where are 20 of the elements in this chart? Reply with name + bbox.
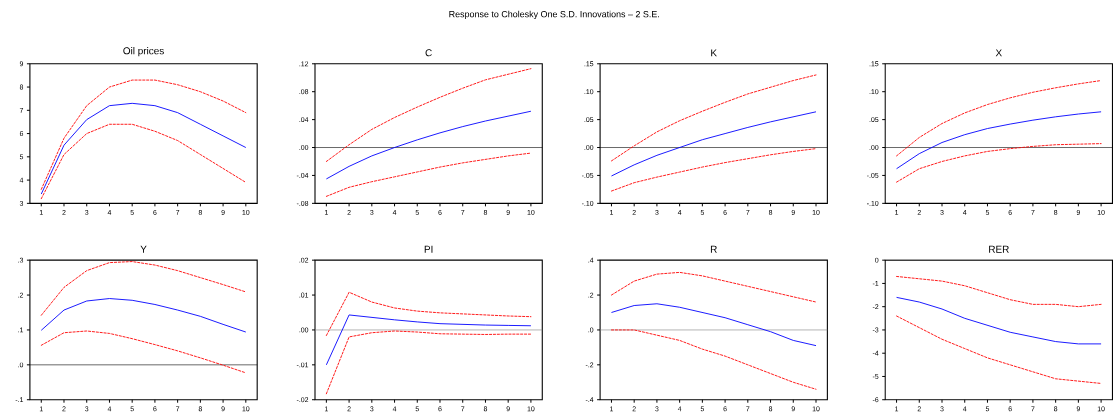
chart-title: Oil prices (123, 47, 164, 57)
chart-title: RER (989, 246, 1009, 253)
chart-title: PI (424, 246, 433, 253)
line-series (896, 315, 1102, 385)
line-series (611, 148, 817, 192)
line-series (40, 261, 247, 316)
chart-title: X (995, 49, 1002, 57)
line-series (40, 79, 247, 191)
line-series (325, 330, 532, 395)
chart-title: C (425, 49, 432, 57)
chart-title: R (710, 246, 717, 253)
line-series (40, 298, 247, 333)
line-series (896, 143, 1102, 183)
line-series (40, 103, 247, 195)
line-series (896, 111, 1102, 170)
line-series (896, 80, 1102, 157)
text: Response to Cholesky One S.D. Innovations – 2 S.E. (449, 11, 659, 20)
chart-title: K (711, 49, 717, 57)
line-series (40, 330, 247, 374)
chart-title: Y (140, 246, 147, 253)
